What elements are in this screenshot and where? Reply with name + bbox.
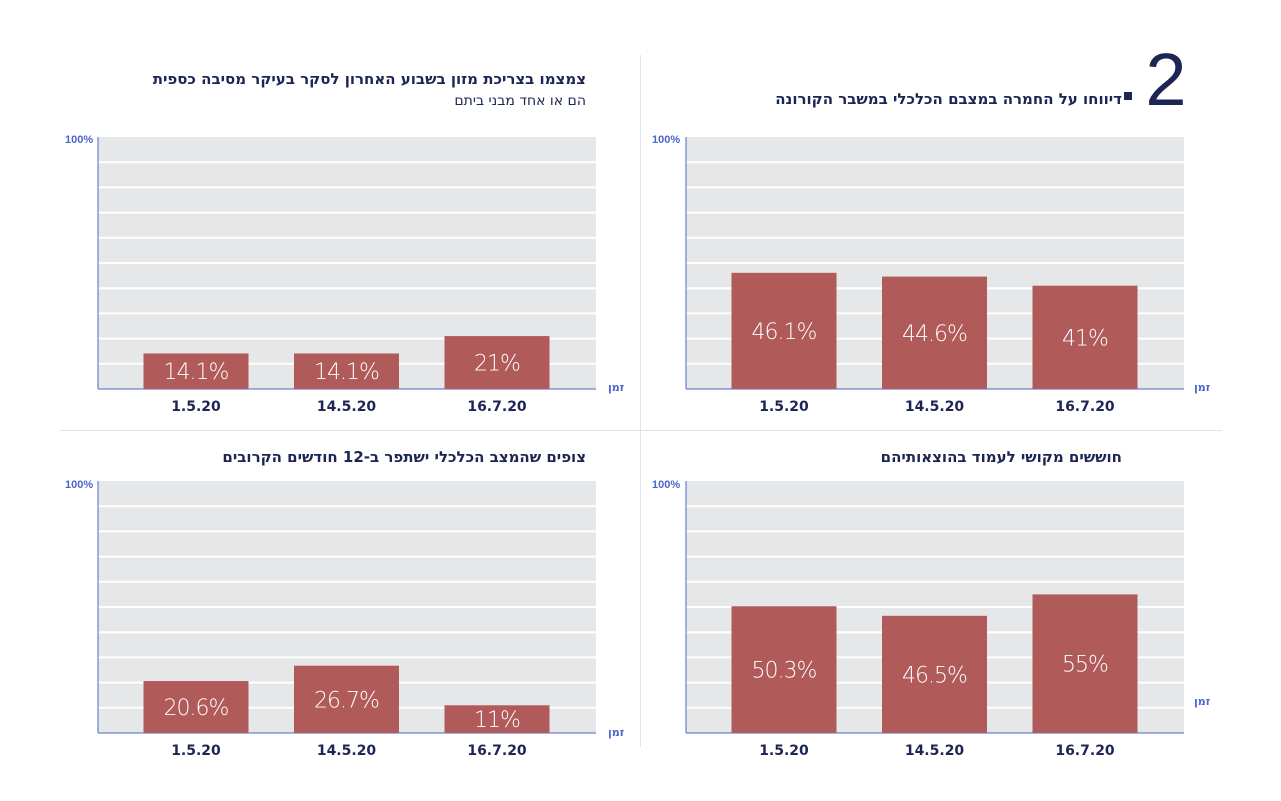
bar (1032, 285, 1138, 389)
bar-chart: 46.1% 1.5.20 44.6% 14.5.20 41% 16.7.20 (685, 137, 1184, 415)
bar (1032, 594, 1138, 733)
vertical-divider (640, 55, 641, 747)
bar-value-label: 20.6% (164, 696, 229, 721)
chart-title: צופים שהמצב הכלכלי ישתפר ב-12 חודשים הקר… (222, 448, 586, 466)
bar-chart: 14.1% 1.5.20 14.1% 14.5.20 21% 16.7.20 (97, 137, 596, 415)
bar-value-label: 55% (1062, 653, 1108, 678)
chart-panel-food-reduction: צמצמו בצריכת מזון בשבוע האחרון לסקר בעיק… (60, 60, 630, 420)
x-tick-label: 16.7.20 (467, 399, 527, 415)
bar-value-label: 41% (1062, 326, 1108, 351)
chart-panel-expense-worry: חוששים מקושי לעמוד בהוצאותיהם 100% זמן 5… (646, 440, 1216, 770)
x-axis-label: זמן (608, 381, 625, 394)
x-tick-label: 14.5.20 (905, 743, 965, 759)
bar (882, 276, 987, 389)
bar (444, 336, 550, 389)
chart-title: צמצמו בצריכת מזון בשבוע האחרון לסקר בעיק… (152, 70, 586, 88)
bar-value-label: 14.1% (314, 360, 379, 385)
bar (731, 606, 837, 733)
y-max-label: 100% (65, 479, 94, 491)
x-tick-label: 1.5.20 (759, 399, 809, 415)
x-tick-label: 16.7.20 (467, 743, 527, 759)
x-tick-label: 1.5.20 (171, 743, 221, 759)
x-axis-label: זמן (1194, 381, 1211, 394)
chart-subtitle: הם או אחד מבני ביתם (454, 93, 586, 109)
x-tick-label: 14.5.20 (905, 399, 965, 415)
bar-value-label: 21% (474, 352, 520, 377)
bar-chart: 50.3% 1.5.20 46.5% 14.5.20 55% 16.7.20 (685, 481, 1184, 759)
section-number-dot (1124, 92, 1132, 100)
bar (143, 681, 249, 733)
bar-value-label: 44.6% (902, 322, 967, 347)
x-tick-label: 14.5.20 (317, 743, 377, 759)
bar-value-label: 50.3% (752, 659, 817, 684)
bar (731, 272, 837, 389)
x-tick-label: 14.5.20 (317, 399, 377, 415)
bar (294, 353, 399, 389)
y-max-label: 100% (652, 134, 681, 146)
bar-value-label: 46.1% (752, 320, 817, 345)
chart-panel-improvement-expectation: צופים שהמצב הכלכלי ישתפר ב-12 חודשים הקר… (60, 440, 630, 770)
bar (882, 615, 987, 733)
chart-title: דיווחו על החמרה במצבם הכלכלי במשבר הקורו… (775, 90, 1122, 108)
y-max-label: 100% (652, 479, 681, 491)
bar-value-label: 46.5% (902, 663, 967, 688)
x-axis-label: זמן (608, 726, 625, 739)
chart-title: חוששים מקושי לעמוד בהוצאותיהם (880, 448, 1122, 466)
bar-chart: 20.6% 1.5.20 26.7% 14.5.20 11% 16.7.20 (97, 481, 596, 759)
x-tick-label: 16.7.20 (1055, 743, 1115, 759)
bar (143, 353, 249, 389)
section-number: 2 (1145, 38, 1187, 121)
bar (444, 705, 550, 733)
bar (294, 665, 399, 733)
x-tick-label: 1.5.20 (171, 399, 221, 415)
x-tick-label: 16.7.20 (1055, 399, 1115, 415)
bar-value-label: 14.1% (164, 360, 229, 385)
y-max-label: 100% (65, 134, 94, 146)
x-axis-label: זמן (1194, 695, 1211, 708)
x-tick-label: 1.5.20 (759, 743, 809, 759)
horizontal-divider (60, 430, 1222, 431)
bar-value-label: 26.7% (314, 688, 379, 713)
bar-value-label: 11% (474, 708, 520, 733)
chart-panel-worsening: דיווחו על החמרה במצבם הכלכלי במשבר הקורו… (646, 80, 1216, 420)
